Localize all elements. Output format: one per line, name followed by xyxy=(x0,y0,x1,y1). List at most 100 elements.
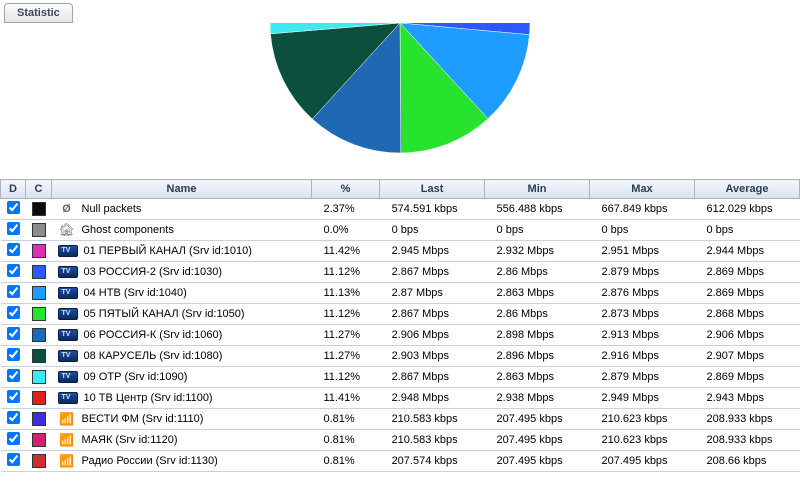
cell-max: 2.876 Mbps xyxy=(590,283,695,304)
col-last[interactable]: Last xyxy=(380,180,485,199)
col-name[interactable]: Name xyxy=(52,180,312,199)
cell-min: 0 bps xyxy=(485,220,590,241)
row-name: 10 ТВ Центр (Srv id:1100) xyxy=(84,392,213,404)
cell-avg: 2.944 Mbps xyxy=(694,241,799,262)
display-checkbox[interactable] xyxy=(7,348,20,361)
radio-icon: 📶 xyxy=(58,412,76,426)
cell-max: 207.495 kbps xyxy=(590,451,695,472)
col-d[interactable]: D xyxy=(1,180,26,199)
cell-avg: 0 bps xyxy=(694,220,799,241)
color-swatch[interactable] xyxy=(32,328,46,342)
table-row: 01 ПЕРВЫЙ КАНАЛ (Srv id:1010)11.42%2.945… xyxy=(1,241,800,262)
color-swatch[interactable] xyxy=(32,433,46,447)
color-swatch[interactable] xyxy=(32,391,46,405)
color-swatch[interactable] xyxy=(32,286,46,300)
color-swatch[interactable] xyxy=(32,202,46,216)
cell-min: 2.932 Mbps xyxy=(485,241,590,262)
col-c[interactable]: C xyxy=(26,180,52,199)
cell-percent: 11.13% xyxy=(312,283,380,304)
row-name: МАЯК (Srv id:1120) xyxy=(82,434,178,446)
row-name: 09 ОТР (Srv id:1090) xyxy=(84,371,188,383)
col-min[interactable]: Min xyxy=(485,180,590,199)
tab-bar: Statistic xyxy=(0,0,800,23)
cell-avg: 208.933 kbps xyxy=(694,409,799,430)
row-name: 06 РОССИЯ-К (Srv id:1060) xyxy=(84,329,223,341)
cell-percent: 11.12% xyxy=(312,304,380,325)
display-checkbox[interactable] xyxy=(7,201,20,214)
table-row: 08 КАРУСЕЛЬ (Srv id:1080)11.27%2.903 Mbp… xyxy=(1,346,800,367)
display-checkbox[interactable] xyxy=(7,327,20,340)
row-name: 03 РОССИЯ-2 (Srv id:1030) xyxy=(84,266,223,278)
cell-last: 2.87 Mbps xyxy=(380,283,485,304)
color-swatch[interactable] xyxy=(32,412,46,426)
cell-min: 556.488 kbps xyxy=(485,199,590,220)
cell-percent: 0.81% xyxy=(312,451,380,472)
cell-max: 2.913 Mbps xyxy=(590,325,695,346)
display-checkbox[interactable] xyxy=(7,222,20,235)
cell-max: 2.951 Mbps xyxy=(590,241,695,262)
display-checkbox[interactable] xyxy=(7,243,20,256)
tv-icon xyxy=(58,329,78,341)
statistic-tab[interactable]: Statistic xyxy=(4,3,73,23)
cell-last: 2.903 Mbps xyxy=(380,346,485,367)
color-swatch[interactable] xyxy=(32,349,46,363)
color-swatch[interactable] xyxy=(32,244,46,258)
cell-last: 2.867 Mbps xyxy=(380,304,485,325)
cell-avg: 208.66 kbps xyxy=(694,451,799,472)
row-name: 05 ПЯТЫЙ КАНАЛ (Srv id:1050) xyxy=(84,308,245,320)
cell-min: 2.938 Mbps xyxy=(485,388,590,409)
cell-max: 2.879 Mbps xyxy=(590,367,695,388)
cell-min: 207.495 kbps xyxy=(485,409,590,430)
color-swatch[interactable] xyxy=(32,223,46,237)
table-row: 06 РОССИЯ-К (Srv id:1060)11.27%2.906 Mbp… xyxy=(1,325,800,346)
cell-percent: 0.0% xyxy=(312,220,380,241)
ghost-icon: 🏚 xyxy=(58,223,76,237)
cell-percent: 11.12% xyxy=(312,367,380,388)
tv-icon xyxy=(58,266,78,278)
table-row: 05 ПЯТЫЙ КАНАЛ (Srv id:1050) 11.12%2.867 … xyxy=(1,304,800,325)
cell-max: 2.879 Mbps xyxy=(590,262,695,283)
color-swatch[interactable] xyxy=(32,454,46,468)
row-name: 04 НТВ (Srv id:1040) xyxy=(84,287,187,299)
color-swatch[interactable] xyxy=(32,265,46,279)
col-percent[interactable]: % xyxy=(312,180,380,199)
cell-percent: 11.42% xyxy=(312,241,380,262)
display-checkbox[interactable] xyxy=(7,264,20,277)
display-checkbox[interactable] xyxy=(7,411,20,424)
cell-min: 2.898 Mbps xyxy=(485,325,590,346)
cell-last: 2.906 Mbps xyxy=(380,325,485,346)
display-checkbox[interactable] xyxy=(7,306,20,319)
row-name: Null packets xyxy=(82,203,142,215)
row-name: 08 КАРУСЕЛЬ (Srv id:1080) xyxy=(84,350,223,362)
table-row: ØNull packets2.37%574.591 kbps556.488 kb… xyxy=(1,199,800,220)
tv-icon xyxy=(58,245,78,257)
table-row: 09 ОТР (Srv id:1090)11.12%2.867 Mbps2.86… xyxy=(1,367,800,388)
cell-min: 207.495 kbps xyxy=(485,451,590,472)
cell-min: 2.896 Mbps xyxy=(485,346,590,367)
display-checkbox[interactable] xyxy=(7,453,20,466)
radio-icon: 📶 xyxy=(58,454,76,468)
cell-min: 2.86 Mbps xyxy=(485,262,590,283)
col-max[interactable]: Max xyxy=(590,180,695,199)
color-swatch[interactable] xyxy=(32,307,46,321)
display-checkbox[interactable] xyxy=(7,369,20,382)
cell-max: 2.873 Mbps xyxy=(590,304,695,325)
cell-avg: 2.869 Mbps xyxy=(694,262,799,283)
table-row: 03 РОССИЯ-2 (Srv id:1030)11.12%2.867 Mbp… xyxy=(1,262,800,283)
cell-percent: 2.37% xyxy=(312,199,380,220)
pie-chart xyxy=(0,23,800,173)
col-avg[interactable]: Average xyxy=(694,180,799,199)
cell-last: 574.591 kbps xyxy=(380,199,485,220)
display-checkbox[interactable] xyxy=(7,390,20,403)
cell-last: 2.867 Mbps xyxy=(380,262,485,283)
cell-max: 210.623 kbps xyxy=(590,430,695,451)
cell-last: 210.583 kbps xyxy=(380,409,485,430)
display-checkbox[interactable] xyxy=(7,432,20,445)
display-checkbox[interactable] xyxy=(7,285,20,298)
cell-avg: 2.869 Mbps xyxy=(694,367,799,388)
cell-avg: 2.907 Mbps xyxy=(694,346,799,367)
color-swatch[interactable] xyxy=(32,370,46,384)
cell-min: 2.863 Mbps xyxy=(485,283,590,304)
tv-icon xyxy=(58,371,78,383)
row-name: 01 ПЕРВЫЙ КАНАЛ (Srv id:1010) xyxy=(84,245,252,257)
